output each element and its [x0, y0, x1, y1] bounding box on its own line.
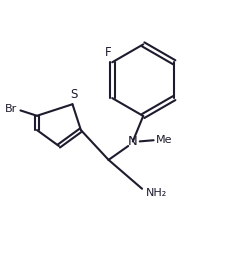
Text: NH₂: NH₂: [146, 188, 167, 198]
Text: S: S: [70, 88, 77, 101]
Text: Me: Me: [156, 135, 172, 145]
Text: Br: Br: [5, 104, 17, 114]
Text: N: N: [128, 135, 138, 148]
Text: F: F: [105, 46, 111, 59]
